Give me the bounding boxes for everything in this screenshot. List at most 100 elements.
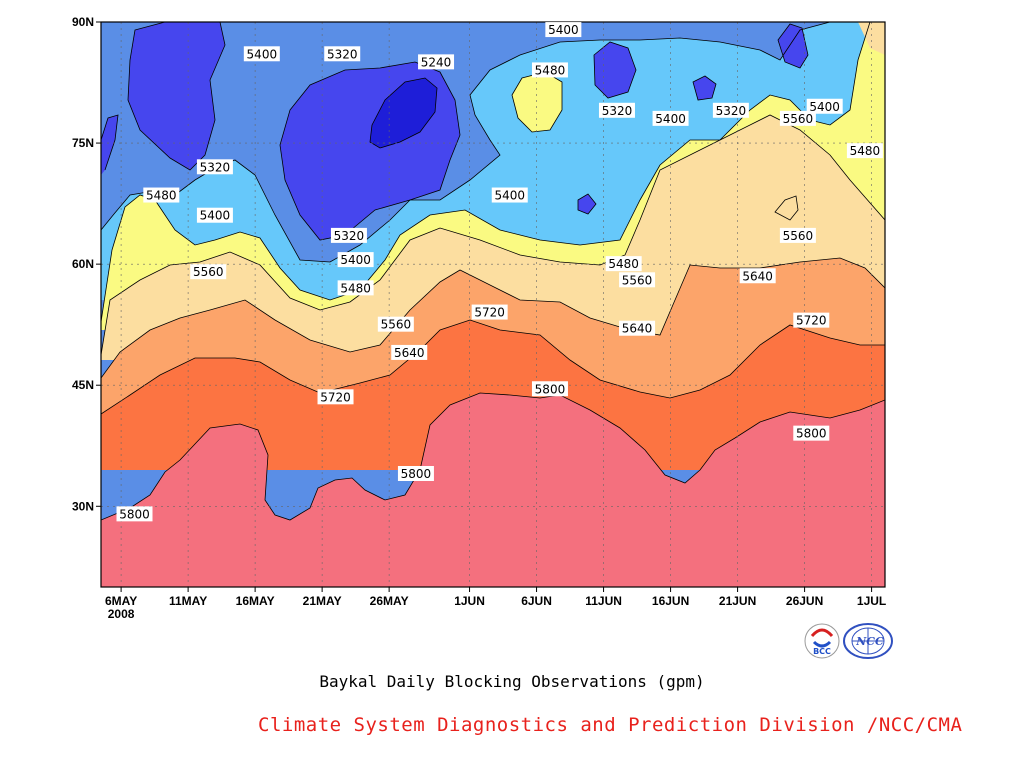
contour-label-text: 5320	[716, 104, 747, 118]
contour-label-bg	[116, 506, 153, 522]
x-tick-label: 16MAY	[236, 594, 275, 608]
contour-label-text: 5320	[334, 229, 365, 243]
contour-label-text: 5400	[247, 47, 278, 61]
contour-label-text: 5640	[394, 346, 425, 360]
contour-label-text: 5480	[850, 144, 881, 158]
contour-label-bg	[652, 110, 689, 126]
contour-label: 5400	[652, 110, 689, 126]
contour-label-bg	[545, 22, 582, 38]
band-5240-5320	[101, 115, 118, 175]
contour-label-bg	[196, 159, 233, 175]
x-tick-label: 21JUN	[719, 594, 756, 608]
contour-label-bg	[712, 102, 749, 118]
contour-label-text: 5560	[783, 229, 814, 243]
contour-label-bg	[605, 256, 642, 272]
contour-label-bg	[779, 227, 816, 243]
contour-label: 5320	[324, 46, 361, 62]
contour-label-bg	[793, 312, 830, 328]
contour-label: 5480	[846, 143, 883, 159]
contour-label-bg	[471, 304, 508, 320]
contour-label-bg	[243, 46, 280, 62]
contour-label: 5560	[779, 110, 816, 126]
contour-label: 5640	[619, 320, 656, 336]
x-tick-label: 6JUN	[521, 594, 552, 608]
y-tick-label: 60N	[72, 257, 94, 271]
contour-label-text: 5640	[742, 269, 773, 283]
contour-label: 5560	[190, 264, 227, 280]
contour-label: 5640	[739, 268, 776, 284]
contour-label-text: 5560	[381, 318, 412, 332]
band-5560-5640	[858, 22, 885, 55]
band-5240-5320	[594, 42, 636, 98]
contour-label-text: 5560	[622, 273, 653, 287]
contour-label-bg	[806, 98, 843, 114]
contour-label-text: 5480	[608, 257, 639, 271]
y-tick-label: 75N	[72, 136, 94, 150]
contour-label: 5800	[397, 466, 434, 481]
contour-label-text: 5560	[783, 112, 814, 126]
credit-line: Climate System Diagnostics and Predictio…	[258, 714, 963, 736]
contour-fills	[101, 22, 885, 587]
contour-label: 5320	[598, 102, 635, 118]
contour-label: 5560	[779, 227, 816, 243]
contour-label-text: 5640	[622, 322, 653, 336]
contour-label: 5400	[491, 187, 528, 203]
contour-label: 5320	[196, 159, 233, 175]
contour-label: 5720	[317, 389, 354, 405]
contour-label: 5480	[143, 187, 180, 203]
contour-label-bg	[324, 46, 361, 62]
contour-label-bg	[330, 227, 367, 243]
y-tick-label: 90N	[72, 15, 94, 29]
x-tick-label: 11JUN	[585, 594, 622, 608]
svg-text:NCC: NCC	[855, 635, 884, 648]
contour-label: 5800	[116, 506, 153, 522]
contour-label: 5480	[605, 256, 642, 272]
contour-label-bg	[377, 316, 414, 332]
contour-label: 5800	[531, 381, 568, 397]
contour-label-bg	[619, 272, 656, 288]
contour-label: 5640	[391, 344, 428, 360]
contour-label-bg	[619, 320, 656, 336]
contour-label: 5560	[619, 272, 656, 288]
contour-label: 5480	[337, 280, 374, 296]
x-tick-label: 1JUL	[857, 594, 886, 608]
contour-label-text: 5560	[193, 265, 224, 279]
band-5560-5640	[775, 196, 798, 220]
contour-label-text: 5720	[474, 306, 505, 320]
contour-label-text: 5800	[401, 467, 432, 481]
contour-label-bg	[418, 54, 455, 70]
contour-lines	[101, 22, 885, 521]
contour-label-bg	[491, 187, 528, 203]
contour-label-bg	[337, 252, 374, 268]
gridlines	[101, 22, 885, 587]
contour-label-bg	[143, 187, 180, 203]
contour-label-bg	[531, 62, 568, 78]
contour-label: 5560	[377, 316, 414, 332]
y-tick-label: 45N	[72, 378, 94, 392]
x-tick-label: 26JUN	[786, 594, 823, 608]
chart-title: Baykal Daily Blocking Observations (gpm)	[319, 672, 705, 691]
contour-label-text: 5800	[119, 507, 150, 521]
contour-label-bg	[190, 264, 227, 280]
x-tick-label: 21MAY	[303, 594, 342, 608]
contour-label-bg	[391, 344, 428, 360]
x-tick-label: 2008	[108, 607, 135, 621]
contour-label: 5720	[793, 312, 830, 328]
band-5240-5320	[693, 76, 716, 100]
band-5480-5560	[512, 72, 562, 132]
contour-label-text: 5480	[535, 63, 566, 77]
plot-frame	[100, 21, 886, 588]
y-tick-label: 30N	[72, 499, 94, 513]
x-tick-label: 11MAY	[169, 594, 207, 608]
contour-label-text: 5720	[796, 314, 827, 328]
contour-label: 5400	[337, 252, 374, 268]
contour-label-bg	[337, 280, 374, 296]
contour-label-text: 5400	[809, 100, 840, 114]
contour-label: 5480	[531, 62, 568, 78]
contour-label: 5400	[545, 22, 582, 38]
contour-label-bg	[531, 381, 568, 397]
x-tick-label: 1JUN	[454, 594, 485, 608]
